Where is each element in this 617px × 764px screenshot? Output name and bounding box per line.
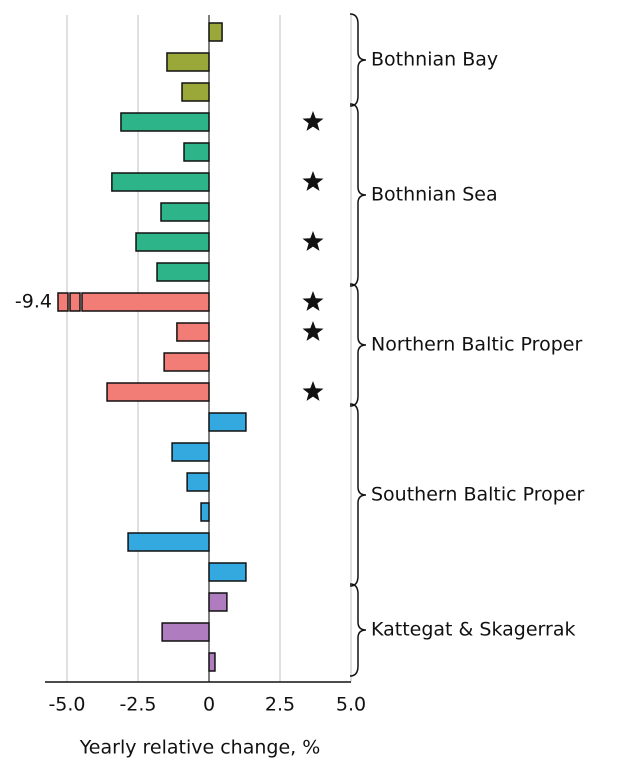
bar <box>208 652 216 672</box>
group-label: Kattegat & Skagerrak <box>371 619 575 641</box>
bar <box>200 502 210 522</box>
significance-star <box>302 171 324 191</box>
group-brace <box>349 103 367 287</box>
bar <box>81 292 210 312</box>
x-axis-label: Yearly relative change, % <box>79 737 321 759</box>
group-label: Northern Baltic Proper <box>371 334 582 356</box>
bar <box>176 322 210 342</box>
bar-break <box>69 292 81 312</box>
bar <box>166 52 210 72</box>
significance-star <box>302 321 324 341</box>
bar <box>120 112 210 132</box>
group-label: Bothnian Sea <box>371 184 498 206</box>
bar <box>183 142 210 162</box>
group-brace <box>349 13 367 107</box>
bar <box>160 202 210 222</box>
value-label: -9.4 <box>15 291 52 313</box>
bar <box>111 172 210 192</box>
significance-star <box>302 231 324 251</box>
significance-star <box>302 111 324 131</box>
x-tick-label: 5.0 <box>336 694 366 716</box>
bar <box>106 382 210 402</box>
group-label: Bothnian Bay <box>371 49 498 71</box>
bar <box>135 232 210 252</box>
bar <box>127 532 210 552</box>
bar <box>181 82 210 102</box>
bar-break <box>57 292 69 312</box>
x-tick-label: 0 <box>203 694 215 716</box>
group-brace <box>349 283 367 407</box>
x-tick-label: -2.5 <box>119 694 156 716</box>
bar <box>163 352 210 372</box>
bar <box>208 22 223 42</box>
significance-star <box>302 381 324 401</box>
group-brace <box>349 583 367 677</box>
bar <box>208 562 247 582</box>
x-tick-label: 2.5 <box>265 694 295 716</box>
bar <box>208 592 228 612</box>
group-brace <box>349 403 367 587</box>
significance-star <box>302 291 324 311</box>
x-tick-label: -5.0 <box>48 694 85 716</box>
bar <box>186 472 210 492</box>
group-label: Southern Baltic Proper <box>371 484 585 506</box>
bar <box>171 442 210 462</box>
bar <box>161 622 210 642</box>
bar <box>208 412 247 432</box>
bar <box>156 262 210 282</box>
